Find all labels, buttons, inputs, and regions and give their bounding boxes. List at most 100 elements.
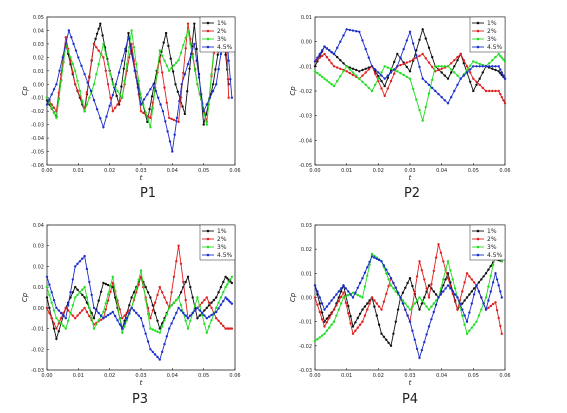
data-point	[453, 300, 457, 303]
x-tick-label: 0.02	[373, 168, 384, 174]
data-point	[222, 324, 225, 328]
data-point	[139, 269, 143, 272]
data-point	[442, 260, 445, 263]
data-point	[83, 73, 86, 76]
data-point	[421, 77, 424, 80]
data-point	[491, 89, 494, 93]
x-tick-label: 0.03	[404, 373, 415, 379]
data-point	[489, 274, 492, 277]
data-point	[144, 332, 147, 335]
y-tick-label: -0.06	[31, 163, 44, 169]
data-point	[189, 314, 192, 317]
data-point	[57, 322, 60, 325]
data-point	[437, 68, 440, 72]
y-tick-label: 0.01	[301, 15, 312, 21]
data-point	[175, 116, 179, 120]
data-point	[351, 71, 355, 74]
data-point	[394, 286, 397, 289]
y-tick-label: 0.04	[33, 28, 44, 34]
data-point	[217, 301, 220, 304]
data-point	[316, 290, 319, 293]
legend-marker	[476, 245, 480, 249]
data-point	[186, 29, 190, 32]
data-point	[166, 130, 169, 133]
data-point	[377, 258, 381, 262]
data-point	[139, 96, 143, 99]
x-tick-label: 0.00	[309, 373, 320, 379]
data-point	[62, 314, 65, 317]
data-point	[424, 57, 427, 60]
data-point	[117, 71, 121, 74]
data-point	[200, 313, 204, 317]
data-point	[356, 326, 359, 329]
legend-label: 3%	[217, 244, 227, 251]
data-point	[347, 290, 350, 293]
data-point	[104, 308, 108, 311]
data-point	[332, 296, 336, 299]
data-point	[404, 286, 407, 289]
data-point	[130, 52, 133, 56]
panel-title: P1	[140, 186, 156, 201]
data-point	[97, 319, 100, 322]
data-point	[412, 87, 415, 91]
data-point	[418, 356, 421, 360]
data-point	[449, 269, 452, 272]
data-point	[463, 281, 466, 284]
data-point	[217, 291, 220, 294]
data-point	[207, 315, 211, 318]
data-point	[175, 311, 178, 315]
data-point	[389, 71, 393, 74]
data-point	[313, 70, 317, 73]
data-point	[83, 285, 86, 289]
data-point	[230, 281, 234, 285]
data-point	[425, 333, 428, 336]
data-point	[336, 46, 339, 49]
data-point	[320, 75, 324, 79]
data-point	[475, 80, 478, 84]
data-point	[193, 304, 197, 307]
x-tick-label: 0.01	[73, 168, 84, 174]
data-point	[323, 320, 326, 323]
data-point	[361, 308, 364, 311]
data-point	[224, 285, 227, 289]
data-point	[370, 252, 374, 256]
data-point	[437, 65, 440, 68]
data-point	[171, 150, 174, 153]
data-point	[61, 56, 64, 59]
data-point	[217, 67, 220, 71]
data-point	[361, 277, 364, 280]
data-point	[399, 63, 402, 67]
data-point	[354, 329, 357, 332]
legend-label: 3%	[487, 244, 497, 251]
data-point	[182, 44, 185, 47]
data-point	[386, 66, 389, 69]
data-point	[81, 293, 84, 297]
data-point	[130, 296, 133, 299]
data-point	[427, 83, 431, 87]
y-tick-label: 0.03	[301, 223, 312, 229]
data-point	[227, 96, 230, 99]
data-point	[217, 307, 220, 310]
data-point	[484, 272, 488, 275]
data-point	[349, 315, 352, 318]
data-point	[408, 308, 412, 311]
data-point	[461, 314, 464, 317]
data-point	[364, 47, 367, 51]
data-point	[373, 254, 376, 257]
data-point	[216, 53, 219, 56]
data-point	[500, 96, 503, 99]
data-point	[399, 56, 402, 59]
data-point	[387, 272, 390, 276]
data-point	[69, 56, 72, 59]
data-point	[64, 42, 68, 46]
data-point	[364, 67, 367, 71]
data-point	[399, 71, 402, 75]
data-point	[67, 29, 71, 32]
data-point	[430, 318, 433, 321]
data-point	[92, 98, 96, 102]
data-point	[172, 317, 176, 320]
data-point	[461, 290, 464, 293]
x-tick-label: 0.04	[167, 373, 178, 379]
data-point	[383, 65, 386, 68]
data-point	[386, 76, 389, 80]
